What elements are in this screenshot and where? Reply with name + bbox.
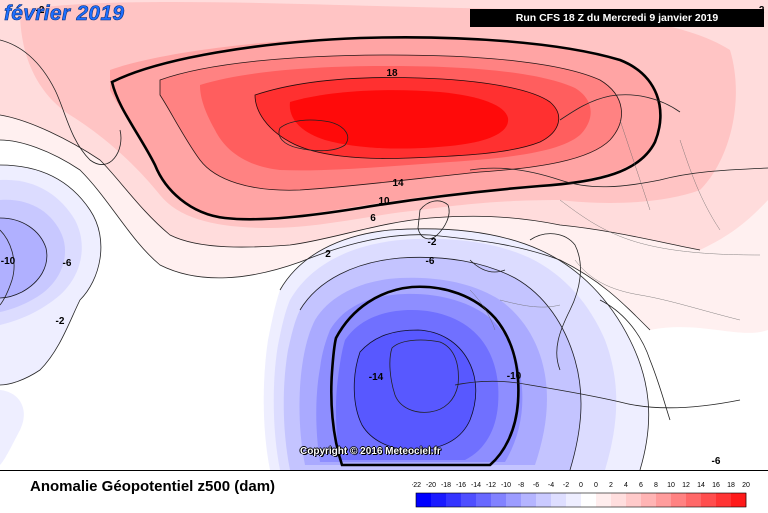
legend-swatch [551,493,567,507]
contour-label: -10 [1,256,16,267]
coastlines [0,39,768,421]
legend-tick-label: 2 [609,482,613,489]
map-title: février 2019 [4,2,125,26]
contour-label: -6 [426,256,435,267]
contour-label: 6 [370,213,376,224]
legend-swatch [491,493,507,507]
legend-swatch [686,493,702,507]
legend-tick-label: 20 [742,482,750,489]
contour-label: -6 [63,258,72,269]
legend-tick-label: 4 [624,482,628,489]
legend-swatch [416,493,432,507]
contour-label: 14 [392,178,404,189]
legend-swatch [581,493,597,507]
legend-tick-label: 0 [594,482,598,489]
legend-tick-label: -12 [486,482,496,489]
legend-tick-label: -16 [456,482,466,489]
legend-swatch [461,493,477,507]
legend-tick-label: -14 [471,482,481,489]
legend-swatch [611,493,627,507]
anomaly-map: 18 14 10 6 2 -2 -6 -10 -14 -10 -6 -2 -2 … [0,0,768,470]
contour-label: -2 [36,5,45,16]
legend-tick-label: 8 [654,482,658,489]
legend-tick-label: 6 [639,482,643,489]
legend-tick-label: -8 [518,482,524,489]
legend-tick-label: 0 [579,482,583,489]
legend-tick-label: -2 [563,482,569,489]
legend-swatch [716,493,732,507]
legend-frame [415,492,747,508]
legend-swatch [626,493,642,507]
legend-swatch [641,493,657,507]
iberian-negative-anomaly-fill [263,228,649,470]
legend-tick-label: -20 [426,482,436,489]
west-negative-anomaly-fill [0,165,101,465]
legend-swatch [731,493,747,507]
legend-tick-label: -22 [412,482,421,489]
legend-swatch [506,493,522,507]
contour-label: 18 [386,68,398,79]
legend-swatch [566,493,582,507]
color-legend: -22-20-18-16-14-12-10-8-6-4-200246810121… [412,482,750,508]
thin-contours [0,54,701,470]
legend-tick-label: 14 [697,482,705,489]
legend-swatch [536,493,552,507]
legend-swatch [476,493,492,507]
map-subtitle: Anomalie Géopotentiel z500 (dam) [30,478,276,495]
contour-label: -10 [507,371,522,382]
legend-tick-label: -4 [548,482,554,489]
contour-label: 10 [378,196,390,207]
legend-swatch [521,493,537,507]
legend-tick-label: 12 [682,482,690,489]
contour-label: 2 [325,249,331,260]
borders [469,119,761,331]
legend-tick-label: -18 [441,482,451,489]
thick-contours [110,36,662,467]
legend-tick-label: 10 [667,482,675,489]
legend-tick-label: -10 [501,482,511,489]
contour-label: -2 [56,316,65,327]
legend-swatch [671,493,687,507]
legend-swatch [701,493,717,507]
legend-swatch [656,493,672,507]
contour-label: -6 [712,456,721,467]
contour-label: -2 [428,237,437,248]
contour-label: -14 [369,372,384,383]
legend-tick-label: -6 [533,482,539,489]
legend-tick-label: 16 [712,482,720,489]
legend-swatch [596,493,612,507]
legend-swatch [446,493,462,507]
legend-tick-label: 18 [727,482,735,489]
copyright-text: Copyright © 2016 Meteociel.fr [300,446,441,457]
legend-swatch [431,493,447,507]
run-info: Run CFS 18 Z du Mercredi 9 janvier 2019 [470,9,764,27]
